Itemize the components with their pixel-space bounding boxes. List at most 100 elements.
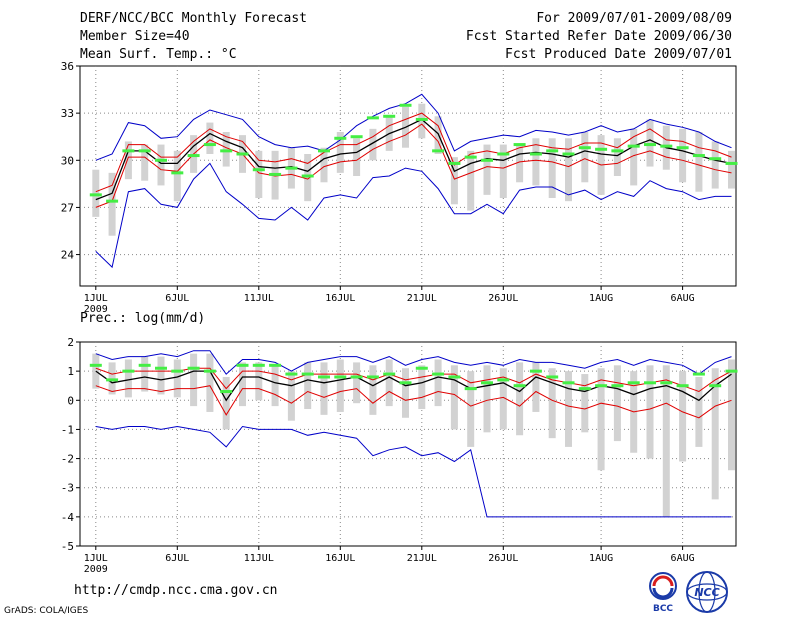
prec-marker [252, 363, 265, 367]
temp-marker [220, 149, 233, 153]
prec-ytick-label: -2 [61, 453, 74, 466]
temp-range-box [581, 132, 589, 183]
prec-marker [366, 375, 379, 379]
prec-marker [399, 381, 412, 385]
grads-credit: GrADS: COLA/IGES [4, 606, 89, 616]
temp-xtick-label: 1JUL [84, 293, 108, 304]
variable-label: Mean Surf. Temp.: °C [80, 47, 237, 62]
prec-marker [285, 372, 298, 376]
temp-range-box [467, 150, 475, 211]
temp-range-box [141, 144, 149, 181]
prec-marker [187, 366, 200, 370]
prec-ytick-label: 2 [67, 336, 74, 349]
prec-range-box [565, 371, 572, 447]
prec-range-box [369, 365, 377, 415]
prec-marker [513, 384, 526, 388]
prec-ytick-label: 1 [67, 365, 74, 378]
prec-marker [415, 366, 428, 370]
temp-marker [350, 135, 363, 139]
prec-range-box [222, 376, 230, 430]
temp-ytick-label: 27 [61, 201, 74, 214]
temp-range-box [418, 103, 426, 139]
prec-series-mean-plus-sd [95, 367, 732, 393]
prec-range-box [239, 362, 246, 407]
temp-marker [709, 157, 722, 161]
temp-range-box [450, 157, 458, 205]
prec-range-box [613, 365, 621, 442]
temp-range-box [679, 128, 687, 183]
temp-marker [252, 168, 265, 172]
prec-marker [448, 375, 461, 379]
chart-title: DERF/NCC/BCC Monthly Forecast [80, 11, 307, 26]
temp-marker [383, 114, 396, 118]
temp-range-box [499, 144, 507, 198]
precip-label: Prec.: log(mm/d) [80, 311, 206, 326]
temp-series-mean-minus-sd [95, 123, 732, 208]
prec-range-box [581, 374, 589, 433]
temp-year-label: 2009 [84, 304, 108, 315]
prec-marker [350, 375, 363, 379]
prec-xtick-label: 6JUL [165, 553, 189, 564]
prec-marker [481, 381, 493, 385]
member-size: Member Size=40 [80, 29, 190, 44]
prec-marker [155, 366, 167, 370]
prec-range-box [173, 359, 181, 398]
temp-marker [627, 144, 640, 148]
prec-range-box [679, 371, 687, 462]
temp-marker [415, 117, 428, 121]
prec-ytick-label: -1 [61, 423, 74, 436]
temp-xtick-label: 6AUG [671, 293, 695, 304]
prec-series-min [95, 425, 732, 518]
temp-marker [366, 116, 379, 120]
temp-marker [269, 172, 282, 176]
temp-xtick-label: 1AUG [589, 293, 613, 304]
prec-marker [644, 381, 656, 385]
bcc-logo-text: BCC [653, 604, 673, 612]
temp-marker [644, 143, 656, 147]
temp-range-box [206, 122, 214, 154]
prec-marker [138, 363, 151, 367]
temp-marker [546, 149, 559, 153]
temp-marker [106, 199, 119, 203]
temp-range-box [728, 150, 735, 189]
temp-marker [171, 171, 184, 175]
temp-range-box [222, 132, 230, 167]
prec-range-box [271, 365, 279, 407]
temp-marker [529, 152, 542, 156]
forecast-start-date: Fcst Started Refer Date 2009/06/30 [465, 29, 732, 44]
prec-marker [236, 363, 249, 367]
temp-range-box [613, 138, 621, 176]
temp-xtick-label: 11JUL [244, 293, 274, 304]
temp-marker [399, 103, 412, 107]
temp-marker [611, 149, 624, 153]
prec-range-box [548, 368, 556, 439]
temp-marker [122, 149, 135, 153]
prec-marker [676, 384, 689, 388]
temp-range-box [336, 132, 344, 173]
prec-range-box [532, 362, 540, 412]
temp-range-box [695, 132, 703, 192]
temp-marker [725, 161, 738, 165]
prec-year-label: 2009 [84, 564, 108, 575]
prec-range-box [695, 376, 703, 447]
temp-marker [318, 149, 330, 153]
prec-marker [106, 378, 119, 382]
prec-marker [562, 381, 575, 385]
temp-range-box [646, 119, 654, 167]
temp-range-box [532, 138, 540, 186]
prec-series-mean-minus-sd [95, 385, 732, 419]
prec-range-box [190, 353, 198, 407]
prec-marker [709, 384, 722, 388]
prec-range-box [646, 365, 654, 459]
temp-range-box [548, 138, 556, 198]
prec-marker [660, 381, 673, 385]
temp-range-box [369, 128, 377, 161]
temp-marker [334, 136, 347, 140]
footer-url[interactable]: http://cmdp.ncc.cma.gov.cn [74, 583, 278, 598]
temp-xtick-label: 21JUL [407, 293, 437, 304]
temp-marker [562, 152, 575, 156]
temp-range-box [353, 138, 361, 176]
temp-marker [497, 152, 510, 156]
prec-range-box [304, 362, 312, 410]
